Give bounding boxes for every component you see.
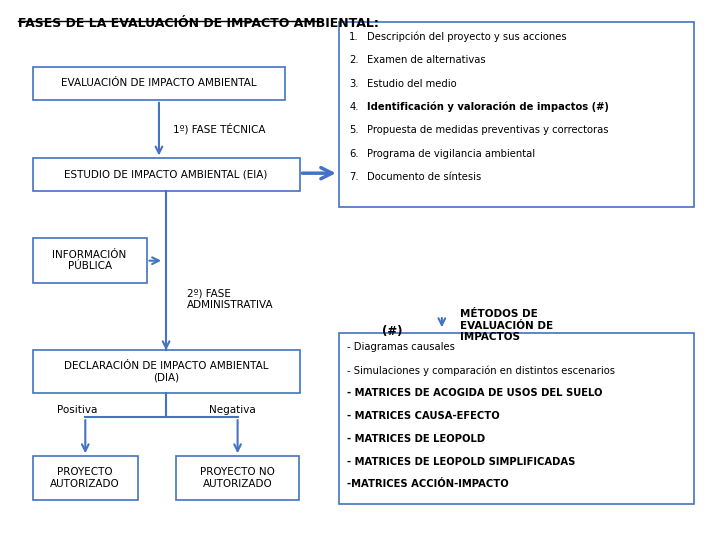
Text: 7.: 7. bbox=[349, 172, 359, 182]
FancyBboxPatch shape bbox=[32, 456, 138, 500]
FancyBboxPatch shape bbox=[32, 350, 300, 393]
FancyBboxPatch shape bbox=[176, 456, 299, 500]
Text: - MATRICES CAUSA-EFECTO: - MATRICES CAUSA-EFECTO bbox=[347, 411, 500, 421]
Text: PROYECTO NO
AUTORIZADO: PROYECTO NO AUTORIZADO bbox=[200, 467, 275, 489]
FancyBboxPatch shape bbox=[338, 333, 695, 504]
Text: - MATRICES DE LEOPOLD SIMPLIFICADAS: - MATRICES DE LEOPOLD SIMPLIFICADAS bbox=[347, 457, 575, 467]
Text: ESTUDIO DE IMPACTO AMBIENTAL (EIA): ESTUDIO DE IMPACTO AMBIENTAL (EIA) bbox=[64, 170, 268, 180]
Text: MÉTODOS DE
EVALUACIÓN DE
IMPACTOS: MÉTODOS DE EVALUACIÓN DE IMPACTOS bbox=[459, 309, 553, 342]
Text: (#): (#) bbox=[382, 325, 402, 338]
FancyBboxPatch shape bbox=[32, 67, 285, 100]
Text: 6.: 6. bbox=[349, 149, 359, 159]
Text: 4.: 4. bbox=[349, 102, 359, 112]
Text: - Diagramas causales: - Diagramas causales bbox=[347, 342, 455, 352]
Text: - MATRICES DE LEOPOLD: - MATRICES DE LEOPOLD bbox=[347, 434, 485, 444]
Text: DECLARACIÓN DE IMPACTO AMBIENTAL
(DIA): DECLARACIÓN DE IMPACTO AMBIENTAL (DIA) bbox=[64, 361, 269, 382]
Text: Positiva: Positiva bbox=[57, 404, 97, 415]
Text: 3.: 3. bbox=[349, 79, 359, 89]
FancyBboxPatch shape bbox=[32, 158, 300, 191]
Text: 2º) FASE
ADMINISTRATIVA: 2º) FASE ADMINISTRATIVA bbox=[187, 288, 274, 310]
Text: - Simulaciones y comparación en distintos escenarios: - Simulaciones y comparación en distinto… bbox=[347, 365, 615, 376]
Text: 1.: 1. bbox=[349, 32, 359, 42]
Text: - MATRICES DE ACOGIDA DE USOS DEL SUELO: - MATRICES DE ACOGIDA DE USOS DEL SUELO bbox=[347, 388, 603, 398]
Text: -MATRICES ACCIÓN-IMPACTO: -MATRICES ACCIÓN-IMPACTO bbox=[347, 480, 509, 489]
Text: FASES DE LA EVALUACIÓN DE IMPACTO AMBIENTAL:: FASES DE LA EVALUACIÓN DE IMPACTO AMBIEN… bbox=[19, 17, 379, 30]
Text: Identificación y valoración de impactos (#): Identificación y valoración de impactos … bbox=[367, 102, 609, 112]
Text: Propuesta de medidas preventivas y correctoras: Propuesta de medidas preventivas y corre… bbox=[367, 125, 608, 136]
FancyBboxPatch shape bbox=[338, 22, 695, 207]
Text: 5.: 5. bbox=[349, 125, 359, 136]
Text: Programa de vigilancia ambiental: Programa de vigilancia ambiental bbox=[367, 149, 535, 159]
Text: Documento de síntesis: Documento de síntesis bbox=[367, 172, 482, 182]
Text: Descripción del proyecto y sus acciones: Descripción del proyecto y sus acciones bbox=[367, 32, 567, 42]
Text: INFORMACIÓN
PÚBLICA: INFORMACIÓN PÚBLICA bbox=[53, 250, 127, 272]
Text: 1º) FASE TÉCNICA: 1º) FASE TÉCNICA bbox=[174, 123, 266, 135]
Text: 2.: 2. bbox=[349, 55, 359, 65]
Text: Estudio del medio: Estudio del medio bbox=[367, 79, 456, 89]
Text: Examen de alternativas: Examen de alternativas bbox=[367, 55, 486, 65]
Text: Negativa: Negativa bbox=[209, 404, 256, 415]
Text: PROYECTO
AUTORIZADO: PROYECTO AUTORIZADO bbox=[50, 467, 120, 489]
Text: EVALUACIÓN DE IMPACTO AMBIENTAL: EVALUACIÓN DE IMPACTO AMBIENTAL bbox=[61, 78, 257, 89]
FancyBboxPatch shape bbox=[32, 238, 146, 284]
